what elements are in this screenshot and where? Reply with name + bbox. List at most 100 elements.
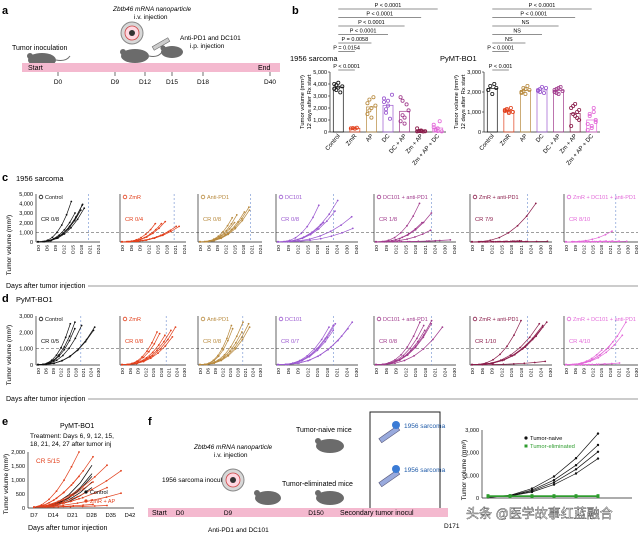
cr-label: CR 1/8 (379, 217, 397, 223)
x-tick-label: D24 (617, 245, 623, 254)
x-tick-label: D24 (625, 368, 631, 377)
x-tick-label: D24 (433, 245, 439, 254)
x-tick-label: D12 (62, 245, 68, 254)
data-point (369, 106, 374, 111)
x-tick-label: D30 (538, 245, 544, 254)
legend-marker (566, 316, 572, 322)
growth-curve (121, 221, 166, 243)
x-tick-label: D18 (509, 245, 515, 254)
x-tick-label: AP (365, 133, 375, 143)
x-tick-label: D15 (599, 368, 605, 377)
x-tick-label: Control (479, 133, 496, 152)
cr-label: CR 1/10 (475, 339, 496, 345)
data-point (552, 88, 557, 93)
data-point (336, 80, 341, 85)
x-tick-label: D9 (51, 368, 57, 374)
data-point (423, 129, 428, 134)
legend-marker (200, 194, 206, 200)
inoculation-text: Tumor inoculation (12, 45, 67, 52)
treatment-curve (33, 505, 108, 508)
timeline-day-label: D40 (264, 79, 276, 86)
x-tick-label: D15 (232, 245, 238, 254)
cr-label: CR 0/8 (125, 339, 143, 345)
y-tick-label: 3,000 (19, 211, 33, 217)
growth-curve (199, 222, 235, 243)
np-text-2: i.v. injection (214, 452, 248, 459)
x-tick-label: D18 (79, 245, 85, 254)
x-tick-label: D30 (634, 368, 640, 377)
cr-label: CR 7/9 (475, 217, 493, 223)
data-point (387, 116, 392, 121)
cr-label: CR 4/10 (569, 339, 590, 345)
growth-curve (199, 209, 250, 243)
growth-curve (37, 330, 94, 366)
panel-e-ylabel: Tumor volume (mm³) (3, 454, 10, 514)
mouse-icon (120, 49, 163, 63)
data-point (571, 104, 576, 109)
data-point (338, 90, 343, 95)
data-point (385, 103, 390, 108)
x-tick-label: D6 (384, 368, 390, 374)
x-tick-label: D12 (394, 245, 400, 254)
growth-curve (472, 361, 546, 366)
data-point (340, 84, 345, 89)
legend-label: DC101 + anti-PD1 (383, 317, 428, 323)
x-tick-label: D0 (120, 245, 126, 251)
legend-marker (84, 490, 88, 494)
panel-d-label: d (2, 293, 9, 305)
x-tick-label: D12 (490, 245, 496, 254)
data-point (508, 106, 513, 111)
data-point (591, 106, 596, 111)
d171-text: D171 (444, 523, 460, 530)
y-tick-label: 1,000 (19, 230, 33, 236)
x-tick-label: D9 (213, 368, 219, 374)
x-tick-label: D12 (305, 368, 311, 377)
secondary-text: Secondary tumor inocul (340, 510, 414, 517)
y-tick-label: 3,000 (313, 94, 327, 100)
x-tick-label: D6 (44, 368, 50, 374)
growth-curve (376, 240, 436, 243)
growth-curve (375, 229, 431, 243)
legend-label: ZmR + DC101 + anti-PD1 (573, 195, 636, 201)
inoc-text: 1956 sarcoma inoculation (162, 477, 236, 484)
x-tick-label: D9 (490, 368, 496, 374)
x-tick-label: D28 (86, 513, 97, 519)
y-tick-label: 0 (478, 130, 481, 136)
growth-curves-e: 0 500 1,000 1,500 2,000 D7 D14 D21 D28 D35 D42 Cont… (11, 450, 135, 519)
panel-e-label: e (2, 416, 8, 428)
y-tick-label: 5,000 (313, 70, 327, 76)
legend-marker (84, 499, 88, 503)
panel-d-title: PyMT-BO1 (16, 295, 53, 304)
data-point (569, 124, 574, 129)
nanoparticle-icon (120, 21, 144, 45)
data-point (439, 129, 444, 134)
x-tick-label: D21 (173, 245, 179, 254)
x-tick-label: D21 (81, 368, 87, 377)
x-tick-label: D15 (155, 245, 161, 254)
cr-label: CR 0/4 (125, 217, 144, 223)
x-tick-label: D21 (87, 245, 93, 254)
data-point (354, 125, 359, 130)
timeline-ticks: D0 D9 D12 D15 D18 D40 (54, 72, 276, 86)
x-tick-label: D30 (452, 368, 458, 377)
x-tick-label: D30 (548, 368, 554, 377)
x-tick-label: D18 (164, 245, 170, 254)
bar (536, 89, 548, 133)
cr-label: CR 0/8 (379, 339, 397, 345)
antipd1-text-1: Anti-PD1 and DC101 (180, 35, 241, 42)
y-tick-label: 4,000 (313, 82, 327, 88)
x-tick-label: D0 (276, 368, 282, 374)
data-point (593, 118, 598, 123)
data-point (587, 112, 592, 117)
x-tick-label: D30 (354, 368, 360, 377)
data-point (573, 114, 578, 119)
data-point (571, 112, 576, 117)
bar (382, 104, 394, 133)
legend-marker (566, 194, 572, 200)
panel-e-cr: CR 5/15 (36, 458, 60, 465)
data-point (536, 89, 541, 94)
data-point (504, 107, 509, 112)
x-tick-label: D15 (315, 368, 321, 377)
